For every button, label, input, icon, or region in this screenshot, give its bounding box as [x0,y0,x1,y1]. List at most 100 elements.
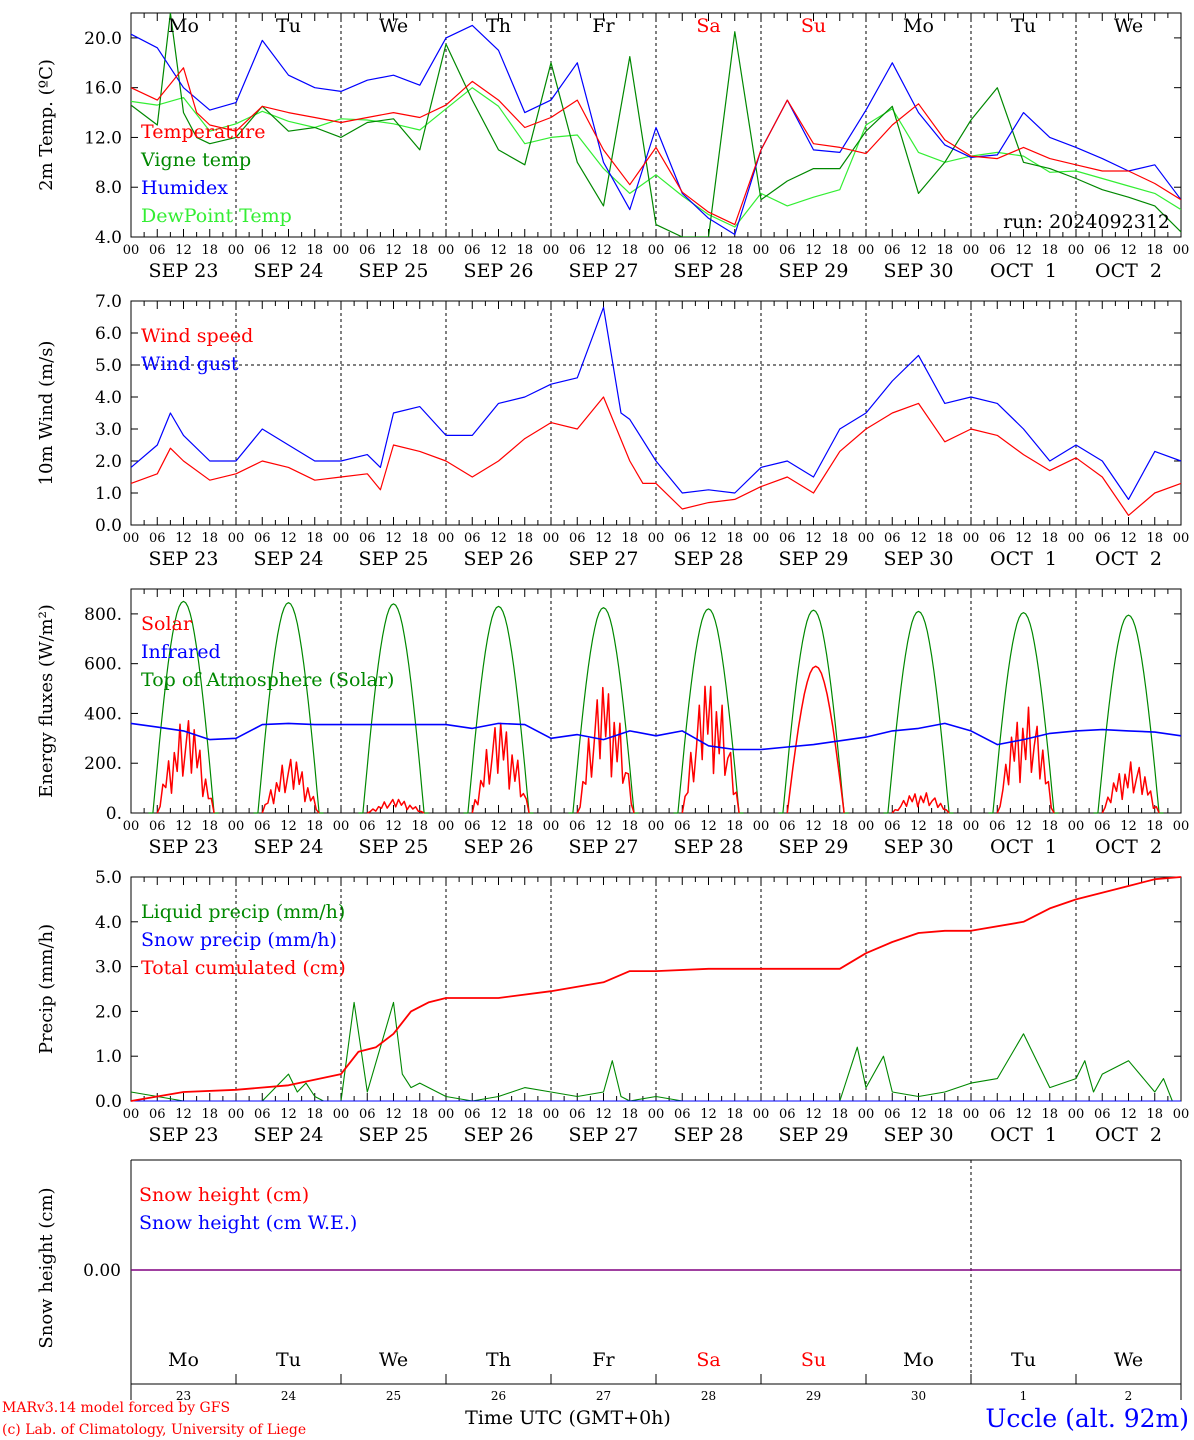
hour-tick-label: 00 [858,1107,875,1122]
hour-tick-label: 18 [726,531,743,546]
legend-entry: Solar [141,613,193,635]
date-label: SEP 24 [254,836,324,858]
hour-tick-label: 12 [1120,819,1137,834]
hour-tick-label: 18 [201,531,218,546]
date-label: SEP 30 [884,1124,954,1146]
day-number: 27 [596,1389,611,1403]
hour-tick-label: 12 [700,531,717,546]
legend-entry: Vigne temp [140,149,251,171]
y-tick-label: 4.0 [95,913,122,933]
date-label: SEP 23 [149,836,219,858]
toa-day-curve [358,603,429,814]
hour-tick-label: 12 [490,243,507,258]
hour-tick-label: 06 [464,1107,481,1122]
hour-tick-label: 06 [149,819,166,834]
y-tick-label: 6.0 [95,324,122,344]
hour-tick-label: 12 [385,531,402,546]
hour-tick-label: 06 [359,819,376,834]
hour-tick-label: 18 [516,819,533,834]
hour-tick-label: 06 [779,243,796,258]
hour-tick-label: 18 [306,531,323,546]
precip-y-label: Precip (mm/h) [36,924,57,1054]
hour-tick-label: 18 [1041,1107,1058,1122]
hour-tick-label: 06 [779,1107,796,1122]
y-tick-label: 0. [106,804,122,824]
date-label: SEP 24 [254,260,324,282]
hour-tick-label: 00 [333,243,350,258]
hour-tick-label: 18 [1146,243,1163,258]
weekday-label: Mo [168,1349,199,1371]
y-tick-label: 2.0 [95,1002,122,1022]
hour-tick-label: 00 [648,1107,665,1122]
date-label: SEP 29 [779,1124,849,1146]
series-vigne-temp [131,13,1181,237]
y-tick-label: 600. [84,655,122,675]
hour-tick-label: 00 [228,1107,245,1122]
hour-tick-label: 00 [858,819,875,834]
y-tick-label: 3.0 [95,420,122,440]
date-label: SEP 23 [149,548,219,570]
toa-day-curve [463,605,534,814]
legend-entry: DewPoint Temp [141,205,292,227]
hour-tick-label: 12 [1015,819,1032,834]
hour-tick-label: 18 [726,819,743,834]
plot-border [130,300,1182,526]
hour-tick-label: 12 [595,243,612,258]
legend-entry: Snow height (cm W.E.) [139,1212,357,1234]
date-label: SEP 26 [464,260,534,282]
hour-tick-label: 12 [805,819,822,834]
hour-tick-label: 18 [411,531,428,546]
hour-tick-label: 18 [1146,531,1163,546]
hour-tick-label: 00 [1068,819,1085,834]
weekday-label: Mo [903,15,934,37]
hour-tick-label: 06 [989,531,1006,546]
hour-tick-label: 06 [359,1107,376,1122]
weekday-label: Tu [1011,15,1036,37]
date-label: SEP 25 [359,260,429,282]
date-label: SEP 28 [674,1124,744,1146]
hour-tick-label: 00 [753,1107,770,1122]
legend-entry: Top of Atmosphere (Solar) [141,669,394,691]
day-number: 24 [281,1389,297,1403]
date-label: SEP 27 [569,836,639,858]
hour-tick-label: 06 [884,1107,901,1122]
weekday-label: Su [801,15,826,37]
hour-tick-label: 12 [280,531,297,546]
y-tick-label: 1.0 [95,484,122,504]
hour-tick-label: 12 [700,819,717,834]
hour-tick-label: 00 [1173,1107,1190,1122]
location-label: Uccle (alt. 92m) [985,1404,1189,1433]
date-label: SEP 23 [149,1124,219,1146]
date-label: OCT 2 [1095,548,1162,570]
hour-tick-label: 06 [674,1107,691,1122]
y-tick-label: 0.0 [95,516,122,536]
hour-tick-label: 12 [490,1107,507,1122]
weekday-label: Th [486,15,511,37]
y-tick-label: 4.0 [95,388,122,408]
hour-tick-label: 12 [595,1107,612,1122]
weekday-label: Su [801,1349,826,1371]
hour-tick-label: 06 [569,531,586,546]
y-tick-label: 400. [84,704,122,724]
run-label: run: 2024092312 [1003,211,1170,233]
date-label: SEP 30 [884,548,954,570]
solar-day-curve [471,722,530,814]
hour-tick-label: 00 [1173,819,1190,834]
energy-y-label: Energy fluxes (W/m²) [36,604,57,798]
hour-tick-label: 18 [1041,819,1058,834]
weekday-label: Mo [903,1349,934,1371]
hour-tick-label: 06 [1094,243,1111,258]
hour-tick-label: 12 [490,819,507,834]
panel-frame-2: 00 06 12 18 00 06 12 18 00 06 12 18 00 06 12 18 00 06 12 18… [123,300,1189,570]
hour-tick-label: 00 [123,819,140,834]
hour-tick-label: 18 [201,1107,218,1122]
hour-tick-label: 00 [123,243,140,258]
hour-tick-label: 12 [805,1107,822,1122]
hour-tick-label: 12 [700,1107,717,1122]
hour-tick-label: 00 [1068,1107,1085,1122]
day-number: 30 [911,1389,926,1403]
hour-tick-label: 18 [201,243,218,258]
footer-credit: (c) Lab. of Climatology, University of L… [2,1422,306,1438]
hour-tick-label: 00 [228,531,245,546]
